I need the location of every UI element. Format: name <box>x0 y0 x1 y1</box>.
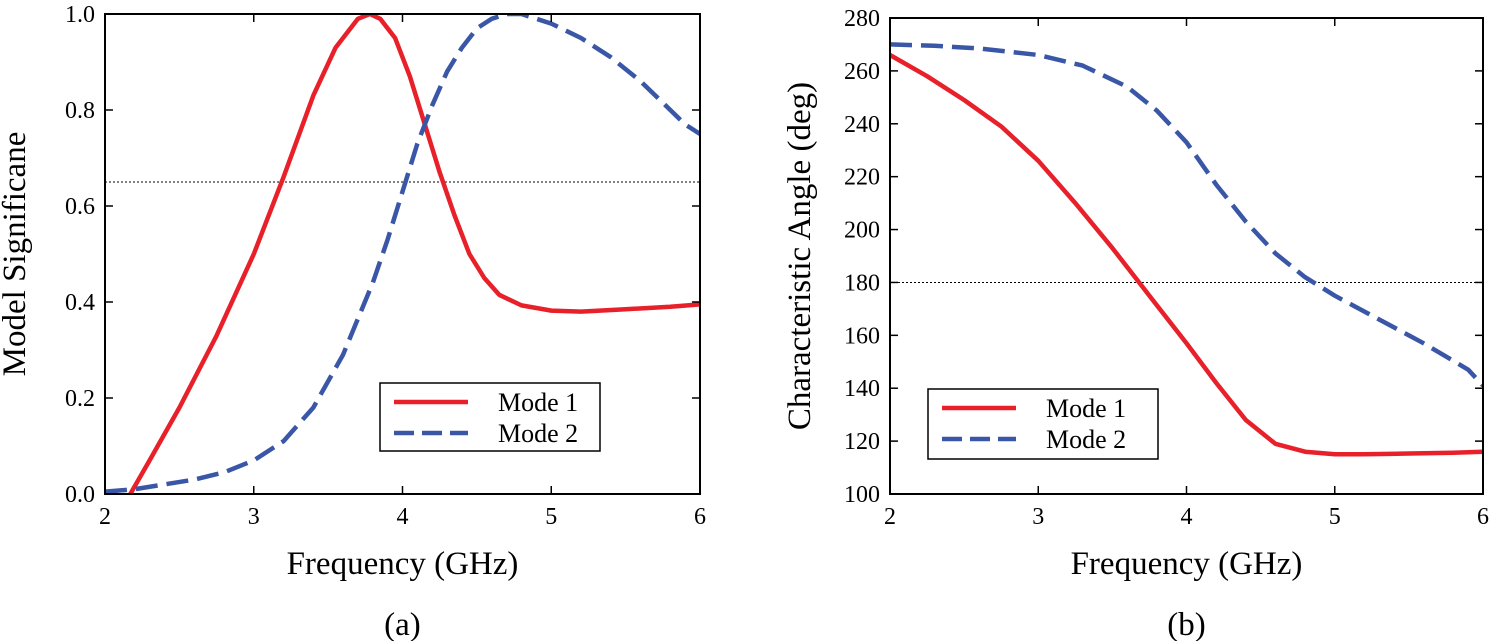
y-tick-label: 0.0 <box>65 482 95 508</box>
panel-b: 2 3 4 5 6 100 120 140 160 180 200 220 240 260 280 Frequ… <box>782 6 1489 641</box>
y-tick-label: 160 <box>844 323 880 349</box>
legend-box <box>927 388 1159 460</box>
y-tick-label: 0.6 <box>65 194 95 220</box>
panel-caption: (a) <box>384 607 421 641</box>
series-line-mode-2 <box>105 14 700 494</box>
x-tick-label: 2 <box>884 504 896 530</box>
x-tick-label: 2 <box>99 504 111 530</box>
x-tick-label: 5 <box>1329 504 1341 530</box>
x-axis-title: Frequency (GHz) <box>1071 546 1303 582</box>
y-tick-label: 100 <box>844 482 880 508</box>
y-axis-title: Characteristic Angle (deg) <box>782 82 818 430</box>
y-tick-label: 240 <box>844 112 880 138</box>
y-tick-label: 0.2 <box>65 386 95 412</box>
series-line-mode-2 <box>890 42 1483 388</box>
panel-caption: (b) <box>1167 607 1205 641</box>
y-tick-label: 280 <box>844 6 880 32</box>
x-axis-title: Frequency (GHz) <box>287 546 519 582</box>
legend-label-mode-2: Mode 2 <box>1046 425 1126 454</box>
y-axis-title: Model Significane <box>0 132 33 377</box>
panel-a: 2 3 4 5 6 0.0 0.2 0.4 0.6 0.8 1.0 Frequency (GHz) Mo… <box>0 2 706 641</box>
series-line-mode-1 <box>890 52 1483 457</box>
legend-box <box>379 382 601 452</box>
x-tick-label: 4 <box>1181 504 1193 530</box>
series-line-mode-1 <box>128 14 700 494</box>
y-tick-label: 0.8 <box>65 98 95 124</box>
y-tick-label: 260 <box>844 59 880 85</box>
y-tick-label: 140 <box>844 376 880 402</box>
x-tick-label: 6 <box>694 504 706 530</box>
y-tick-label: 220 <box>844 165 880 191</box>
y-tick-label: 200 <box>844 218 880 244</box>
x-tick-label: 6 <box>1477 504 1489 530</box>
x-tick-label: 3 <box>1032 504 1044 530</box>
y-tick-label: 120 <box>844 429 880 455</box>
y-tick-label: 180 <box>844 270 880 296</box>
legend-label-mode-2: Mode 2 <box>498 419 578 448</box>
legend-label-mode-1: Mode 1 <box>1046 394 1126 423</box>
y-tick-label: 0.4 <box>65 290 95 316</box>
y-tick-label: 1.0 <box>65 2 95 28</box>
x-tick-label: 5 <box>545 504 557 530</box>
x-tick-label: 4 <box>397 504 409 530</box>
x-tick-label: 3 <box>248 504 260 530</box>
legend-label-mode-1: Mode 1 <box>498 388 578 417</box>
